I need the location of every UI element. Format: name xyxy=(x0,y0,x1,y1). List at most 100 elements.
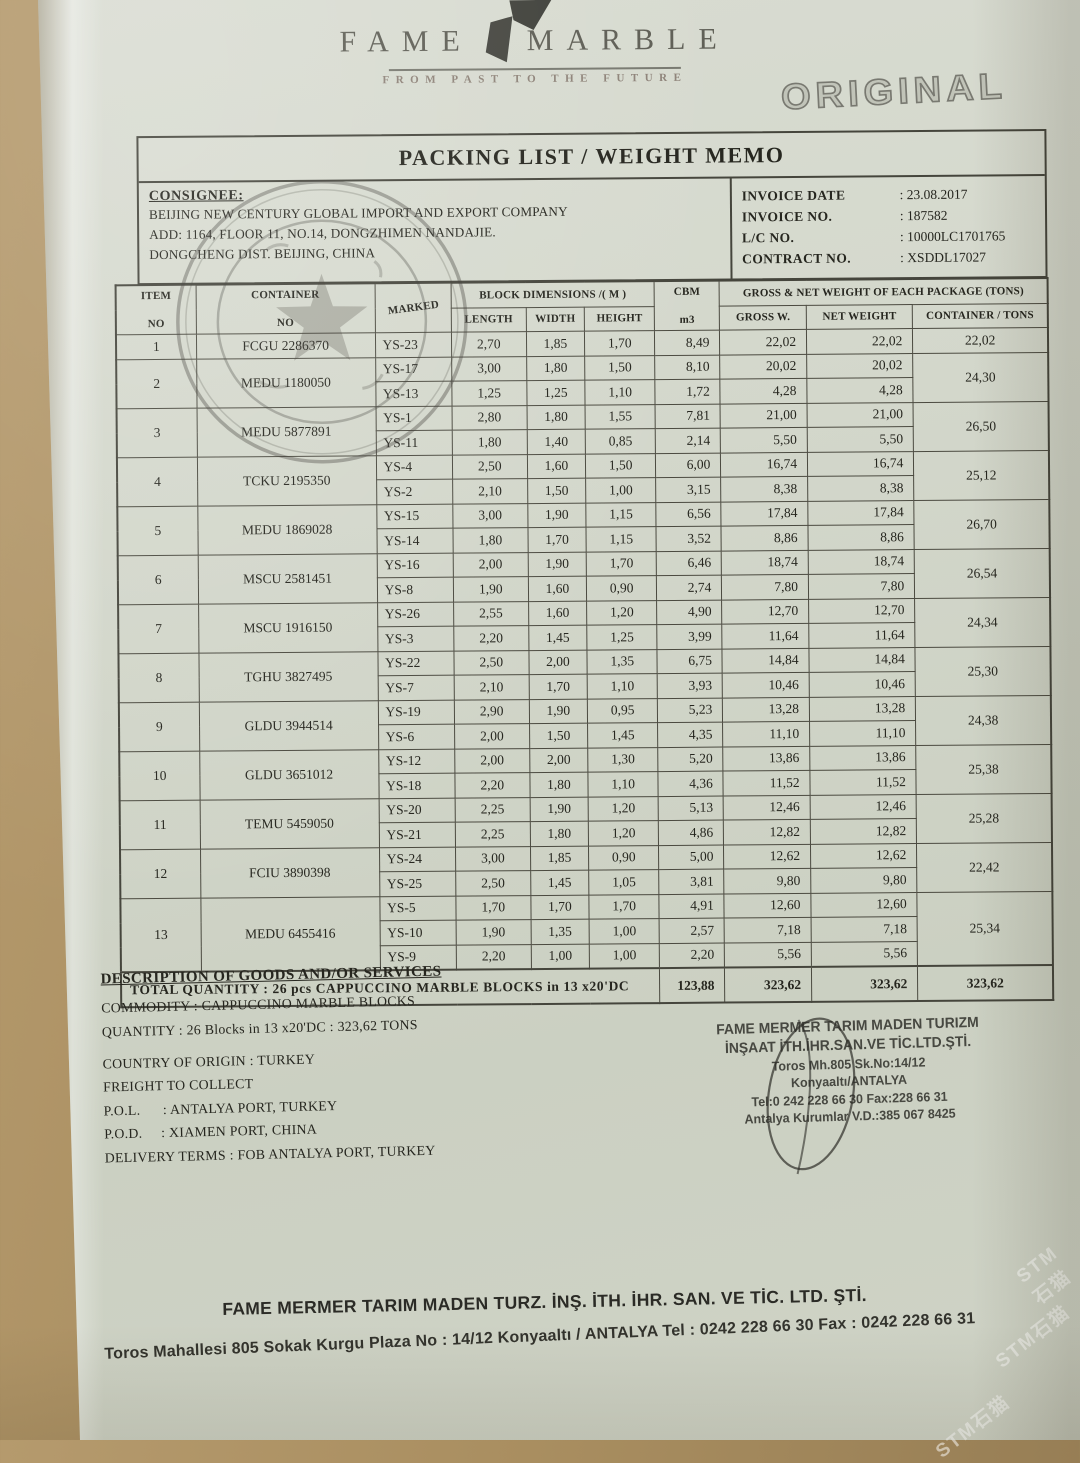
cbm-cell: 4,35 xyxy=(657,722,724,748)
cbm-cell: 5,00 xyxy=(658,844,725,870)
marked-cell: YS-26 xyxy=(377,601,454,627)
container-tons-cell: 25,30 xyxy=(915,645,1051,697)
height-cell: 1,25 xyxy=(587,624,658,650)
net-weight-cell: 16,74 xyxy=(807,451,914,477)
length-cell: 1,25 xyxy=(451,380,527,406)
height-cell: 1,00 xyxy=(585,477,656,503)
item-no-cell: 10 xyxy=(119,750,200,801)
document-title: PACKING LIST / WEIGHT MEMO xyxy=(138,131,1045,184)
item-no-cell: 8 xyxy=(118,652,199,703)
length-cell: 3,00 xyxy=(452,503,528,529)
net-weight-cell: 5,56 xyxy=(811,941,918,967)
net-weight-cell: 12,70 xyxy=(808,598,916,624)
height-cell: 1,70 xyxy=(586,551,657,577)
cbm-cell: 3,93 xyxy=(657,673,723,699)
gross-weight-cell: 4,28 xyxy=(720,378,808,404)
length-cell: 1,90 xyxy=(456,919,531,945)
gross-weight-cell: 11,64 xyxy=(722,623,810,649)
width-cell: 1,70 xyxy=(528,674,588,700)
marked-cell: YS-4 xyxy=(376,454,453,480)
cbm-cell: 2,57 xyxy=(659,918,725,944)
description-block: DESCRIPTION OF GOODS AND/OR SERVICES COM… xyxy=(100,959,625,1173)
marked-cell: YS-24 xyxy=(379,846,456,872)
width-cell: 1,50 xyxy=(529,723,588,749)
height-cell: 1,15 xyxy=(586,502,657,528)
height-cell: 1,00 xyxy=(589,918,660,944)
height-cell: 1,10 xyxy=(585,379,656,405)
length-cell: 3,00 xyxy=(451,356,527,382)
net-weight-cell: 20,02 xyxy=(806,353,914,379)
height-cell: 0,85 xyxy=(585,428,656,454)
container-no-cell: TGHU 3827495 xyxy=(198,651,378,702)
cbm-cell: 3,81 xyxy=(658,869,725,895)
invoice-row: INVOICE DATE : 23.08.2017 xyxy=(742,184,1039,207)
gross-weight-cell: 12,62 xyxy=(723,843,811,870)
container-tons-cell: 25,12 xyxy=(913,449,1050,501)
packing-table-container: ITEM NO CONTAINER NO MARKED BLOCK DIMENSIO… xyxy=(114,276,1055,1009)
length-cell: 2,70 xyxy=(451,331,527,357)
header-gross: GROSS W. xyxy=(719,304,807,331)
gross-weight-cell: 8,86 xyxy=(721,525,809,551)
net-weight-cell: 11,64 xyxy=(808,622,916,648)
gross-weight-cell: 7,80 xyxy=(721,574,809,600)
height-cell: 1,20 xyxy=(586,600,657,626)
net-weight-cell: 13,28 xyxy=(809,696,916,722)
contract-no-label: CONTRACT NO. xyxy=(742,250,852,267)
height-cell: 1,20 xyxy=(588,820,659,846)
cbm-cell: 5,13 xyxy=(658,795,724,821)
container-no-cell: FCIU 3890398 xyxy=(200,847,380,898)
height-cell: 1,70 xyxy=(584,330,655,356)
container-no-cell: MSCU 1916150 xyxy=(198,602,378,653)
gross-weight-cell: 12,82 xyxy=(723,819,811,845)
cbm-cell: 6,00 xyxy=(655,452,721,478)
item-no-cell: 4 xyxy=(116,456,198,507)
header-cbm: CBM m3 xyxy=(654,280,720,331)
container-tons-cell: 26,54 xyxy=(914,547,1051,599)
width-cell: 1,45 xyxy=(528,625,588,651)
net-weight-cell: 7,80 xyxy=(808,573,915,599)
marked-cell: YS-21 xyxy=(378,822,456,848)
cbm-cell: 3,15 xyxy=(655,477,722,503)
height-cell: 1,70 xyxy=(589,894,660,920)
width-cell: 1,80 xyxy=(529,821,589,847)
net-weight-cell: 21,00 xyxy=(807,402,914,428)
gross-weight-cell: 18,74 xyxy=(721,549,809,576)
marked-cell: YS-16 xyxy=(376,552,454,578)
net-weight-cell: 8,38 xyxy=(807,475,915,501)
marked-cell: YS-20 xyxy=(378,797,456,823)
cbm-cell: 2,74 xyxy=(656,575,722,601)
width-cell: 1,70 xyxy=(530,894,590,920)
length-cell: 2,55 xyxy=(453,601,529,627)
lc-no-value: : 10000LC1701765 xyxy=(899,228,1006,245)
logo-divider xyxy=(388,66,681,72)
width-cell: 1,85 xyxy=(526,331,585,357)
length-cell: 1,80 xyxy=(452,429,527,455)
width-cell: 1,25 xyxy=(526,380,586,406)
pod-line: P.O.D. : XIAMEN PORT, CHINA xyxy=(104,1121,318,1142)
item-no-cell: 11 xyxy=(119,799,201,850)
marked-cell: YS-15 xyxy=(376,503,454,529)
length-cell: 2,50 xyxy=(452,454,528,480)
height-cell: 1,05 xyxy=(588,869,660,895)
marked-cell: YS-13 xyxy=(375,381,453,407)
height-cell: 1,55 xyxy=(585,404,656,430)
gross-weight-cell: 12,60 xyxy=(724,892,812,919)
height-cell: 1,35 xyxy=(587,649,658,675)
height-cell: 0,95 xyxy=(587,698,658,724)
length-cell: 2,25 xyxy=(455,797,530,823)
header-marked: MARKED xyxy=(374,282,452,333)
gross-weight-cell: 21,00 xyxy=(720,402,808,429)
total-container-tons: 323,62 xyxy=(917,964,1054,1002)
container-tons-cell: 26,50 xyxy=(913,400,1049,452)
container-no-cell: GLDU 3651012 xyxy=(199,749,379,800)
width-cell: 1,90 xyxy=(528,698,588,724)
gross-weight-cell: 12,46 xyxy=(723,794,811,821)
description-lines: COMMODITY : CAPPUCCINO MARBLE BLOCKS QUA… xyxy=(101,988,625,1166)
invoice-no-label: INVOICE NO. xyxy=(741,208,833,225)
container-no-cell: MEDU 1180050 xyxy=(196,357,376,408)
cbm-cell: 8,49 xyxy=(654,330,721,356)
total-cbm: 123,88 xyxy=(659,967,726,1004)
gross-weight-cell: 5,56 xyxy=(724,941,812,968)
container-tons-cell: 24,38 xyxy=(915,694,1052,746)
